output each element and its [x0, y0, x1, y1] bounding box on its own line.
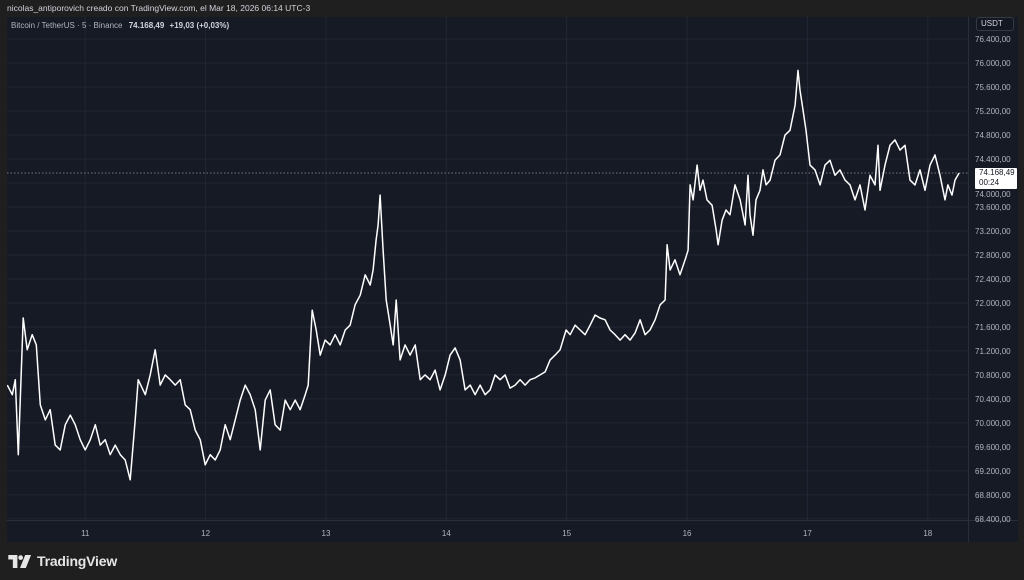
y-tick-label: 76.400,00: [975, 35, 1011, 44]
chart-panel[interactable]: 76.400,00 76.000,00 75.600,00 75.200,00 74.8…: [7, 17, 1018, 542]
y-tick-label: 69.600,00: [975, 443, 1011, 452]
y-tick-label: 75.600,00: [975, 83, 1011, 92]
y-tick-label: 70.800,00: [975, 371, 1011, 380]
last-price-label: 74.168,49 00:24: [975, 168, 1017, 189]
x-tick-label: 13: [322, 529, 331, 538]
x-tick-label: 14: [442, 529, 451, 538]
x-tick-label: 17: [803, 529, 812, 538]
last-price-value: 74.168,49: [979, 168, 1015, 177]
y-tick-label: 72.400,00: [975, 275, 1011, 284]
tradingview-logo-icon: [8, 554, 32, 568]
x-tick-label: 16: [683, 529, 692, 538]
y-tick-label: 71.600,00: [975, 323, 1011, 332]
currency-button[interactable]: USDT: [976, 17, 1014, 31]
y-tick-label: 68.800,00: [975, 491, 1011, 500]
tradingview-logo-text: TradingView: [37, 553, 118, 569]
y-tick-label: 73.600,00: [975, 203, 1011, 212]
x-tick-label: 12: [201, 529, 210, 538]
y-tick-label: 76.000,00: [975, 59, 1011, 68]
x-tick-label: 18: [923, 529, 932, 538]
y-tick-label: 70.000,00: [975, 419, 1011, 428]
chart-attribution: nicolas_antiporovich creado con TradingV…: [7, 3, 311, 13]
bar-countdown: 00:24: [979, 178, 1000, 187]
price-series-line: [7, 69, 960, 481]
symbol-name: Bitcoin / TetherUS · 5 · Binance: [11, 21, 123, 30]
price-chart[interactable]: 76.400,00 76.000,00 75.600,00 75.200,00 74.8…: [7, 17, 1018, 542]
y-tick-label: 74.400,00: [975, 155, 1011, 164]
time-axis: 11 12 13 14 15 16 17 18: [81, 529, 933, 538]
y-tick-label: 69.200,00: [975, 467, 1011, 476]
y-tick-label: 72.800,00: [975, 251, 1011, 260]
y-tick-label: 72.000,00: [975, 299, 1011, 308]
x-tick-label: 11: [81, 529, 90, 538]
y-tick-label: 74.800,00: [975, 131, 1011, 140]
y-tick-label: 71.200,00: [975, 347, 1011, 356]
grid-lines: [7, 17, 1018, 542]
price-axis: 76.400,00 76.000,00 75.600,00 75.200,00 74.8…: [975, 35, 1011, 524]
y-tick-label: 70.400,00: [975, 395, 1011, 404]
y-tick-label: 73.200,00: [975, 227, 1011, 236]
x-tick-label: 15: [562, 529, 571, 538]
legend-price: 74.168,49: [128, 21, 165, 30]
tradingview-logo[interactable]: TradingView: [8, 553, 117, 569]
y-tick-label: 75.200,00: [975, 107, 1011, 116]
symbol-legend[interactable]: Bitcoin / TetherUS · 5 · Binance 74.168,…: [11, 21, 229, 30]
y-tick-label: 74.000,00: [975, 190, 1011, 199]
y-tick-label: 68.400,00: [975, 515, 1011, 524]
legend-change: +19,03 (+0,03%): [169, 21, 230, 30]
